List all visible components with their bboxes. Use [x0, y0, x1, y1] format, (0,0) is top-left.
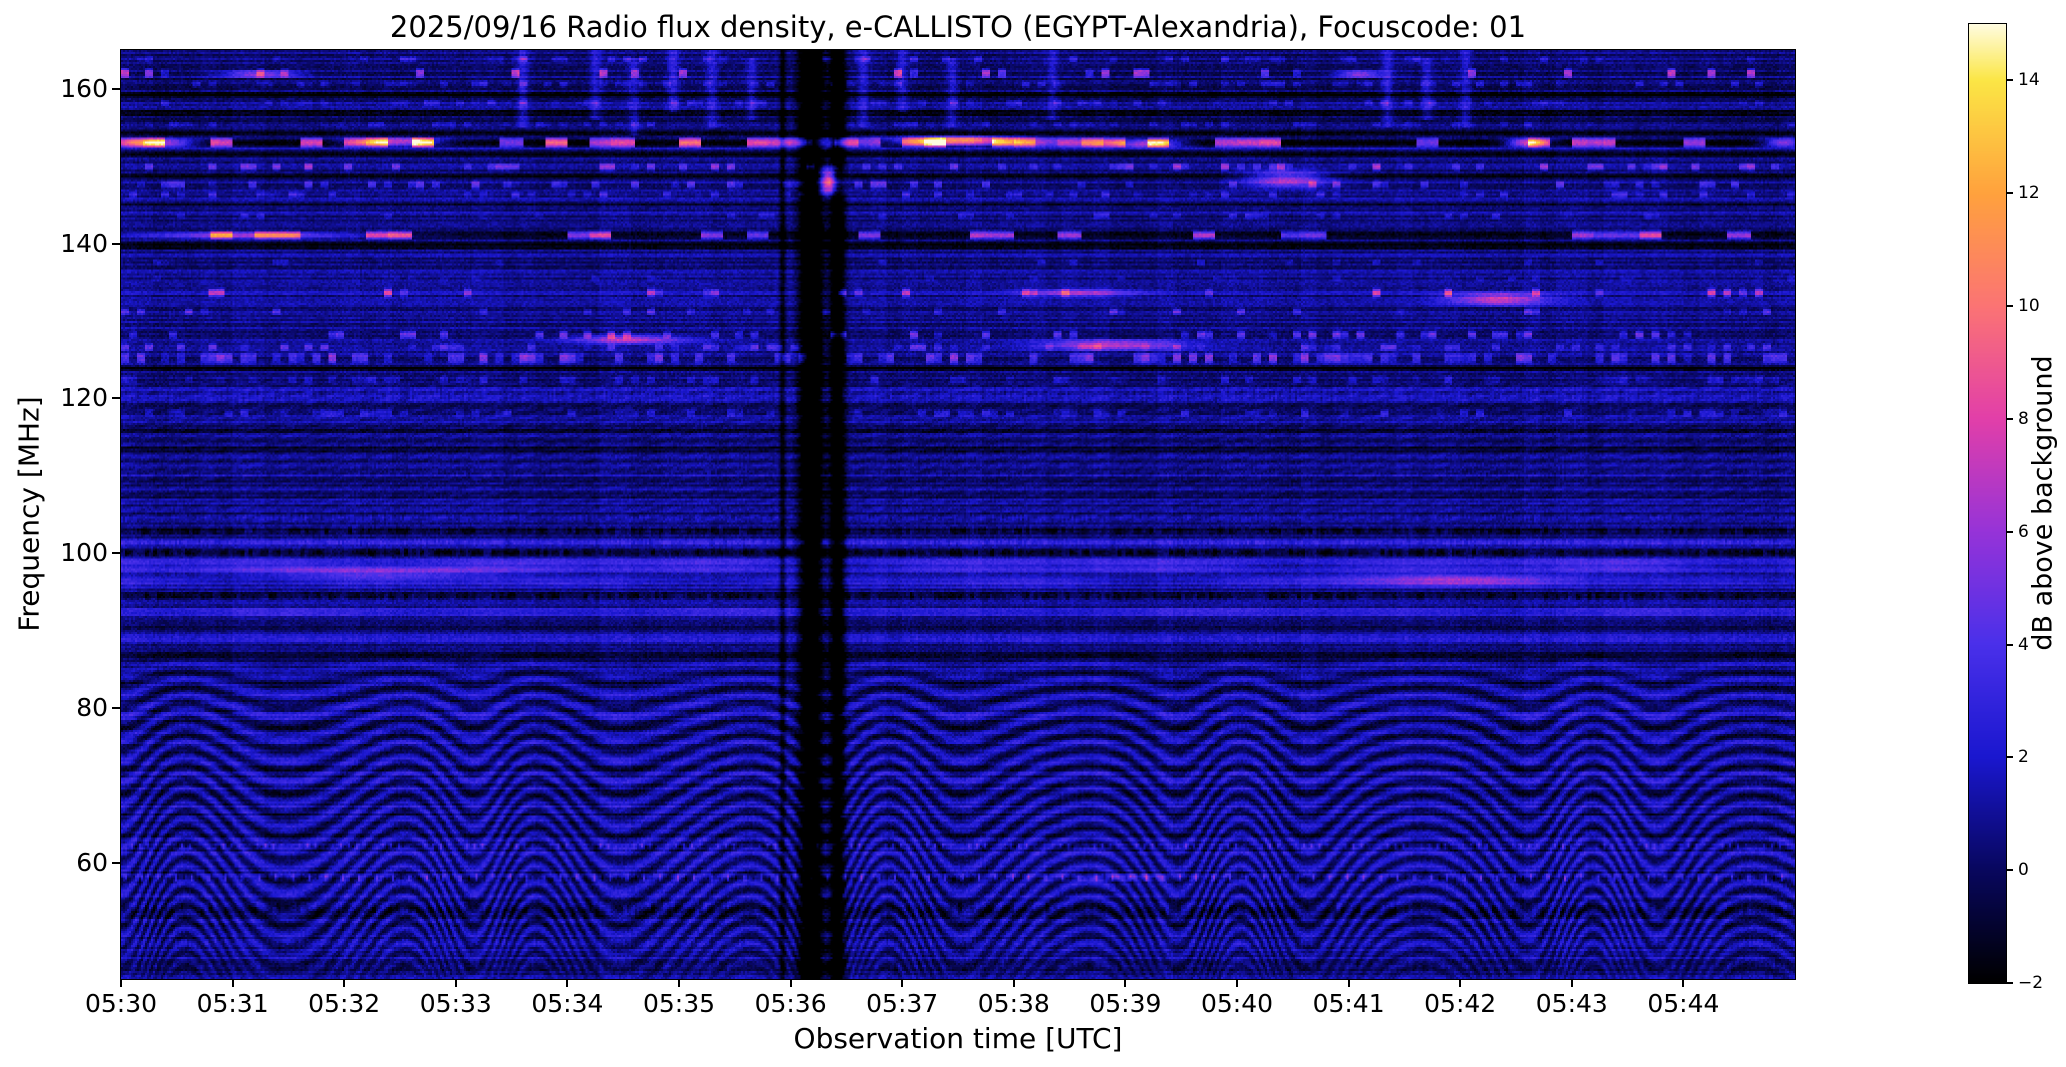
x-tick-label: 05:39	[1089, 989, 1162, 1018]
x-tick-mark	[1012, 979, 1015, 987]
x-tick-mark	[1682, 979, 1685, 987]
y-tick-mark	[112, 552, 120, 555]
colorbar-tick-mark	[2006, 982, 2013, 984]
x-tick-mark	[231, 979, 234, 987]
x-tick-label: 05:31	[196, 989, 269, 1018]
x-tick-label: 05:41	[1312, 989, 1385, 1018]
y-tick-label: 140	[60, 228, 108, 258]
spectrogram-canvas	[121, 50, 1795, 979]
colorbar-tick-mark	[2006, 530, 2013, 533]
x-tick-mark	[454, 979, 457, 987]
x-tick-label: 05:37	[866, 989, 939, 1018]
x-tick-mark	[1124, 979, 1127, 987]
x-tick-label: 05:30	[84, 989, 158, 1018]
x-tick-label: 05:42	[1424, 989, 1497, 1018]
x-tick-mark	[120, 979, 122, 987]
x-tick-mark	[566, 979, 569, 987]
y-tick-label: 100	[60, 538, 108, 568]
y-tick-mark	[112, 707, 120, 710]
y-tick-label: 160	[60, 73, 108, 103]
colorbar-label: dB above background	[2027, 355, 2059, 651]
x-axis-label: Observation time [UTC]	[793, 1022, 1123, 1055]
x-tick-mark	[678, 979, 680, 987]
colorbar	[1968, 23, 2007, 984]
colorbar-tick-mark	[2006, 643, 2013, 646]
y-tick-mark	[112, 397, 120, 400]
colorbar-tick-label: 2	[2018, 747, 2029, 768]
colorbar-tick-label: −2	[2018, 973, 2044, 993]
colorbar-tick-mark	[2006, 756, 2013, 759]
x-tick-mark	[343, 979, 346, 987]
colorbar-gradient	[1969, 24, 2006, 983]
x-tick-mark	[1347, 979, 1350, 987]
colorbar-tick-label: 12	[2018, 183, 2040, 204]
y-axis-label: Frequency [MHz]	[12, 396, 46, 632]
y-tick-label: 80	[76, 693, 108, 723]
x-tick-label: 05:40	[1200, 989, 1274, 1018]
y-tick-label: 120	[60, 383, 108, 413]
x-tick-label: 05:34	[531, 989, 604, 1018]
colorbar-tick-label: 14	[2018, 70, 2040, 91]
y-tick-mark	[112, 861, 120, 864]
y-tick-mark	[112, 87, 120, 90]
chart-title: 2025/09/16 Radio flux density, e-CALLIST…	[389, 10, 1527, 44]
x-tick-label: 05:38	[977, 989, 1050, 1018]
colorbar-tick-label: 4	[2018, 634, 2029, 655]
colorbar-tick-mark	[2006, 192, 2013, 195]
x-tick-label: 05:33	[419, 989, 492, 1018]
x-tick-label: 05:43	[1535, 989, 1608, 1018]
colorbar-tick-label: 8	[2018, 408, 2029, 429]
x-tick-mark	[1459, 979, 1462, 987]
colorbar-tick-mark	[2006, 417, 2013, 420]
x-tick-label: 05:44	[1647, 989, 1720, 1018]
colorbar-tick-label: 10	[2018, 296, 2040, 317]
colorbar-tick-mark	[2006, 869, 2013, 872]
plot-area	[120, 49, 1796, 980]
colorbar-tick-label: 0	[2018, 860, 2029, 881]
colorbar-tick-mark	[2006, 79, 2013, 82]
x-tick-label: 05:36	[754, 989, 827, 1018]
x-tick-mark	[901, 979, 904, 987]
colorbar-tick-mark	[2006, 305, 2013, 308]
x-tick-mark	[1570, 979, 1573, 987]
x-tick-mark	[1236, 979, 1238, 987]
x-tick-label: 05:35	[642, 989, 716, 1018]
x-tick-label: 05:32	[308, 989, 381, 1018]
x-tick-mark	[789, 979, 792, 987]
y-tick-mark	[112, 242, 120, 245]
colorbar-tick-label: 6	[2018, 521, 2029, 542]
y-tick-label: 60	[76, 847, 108, 877]
